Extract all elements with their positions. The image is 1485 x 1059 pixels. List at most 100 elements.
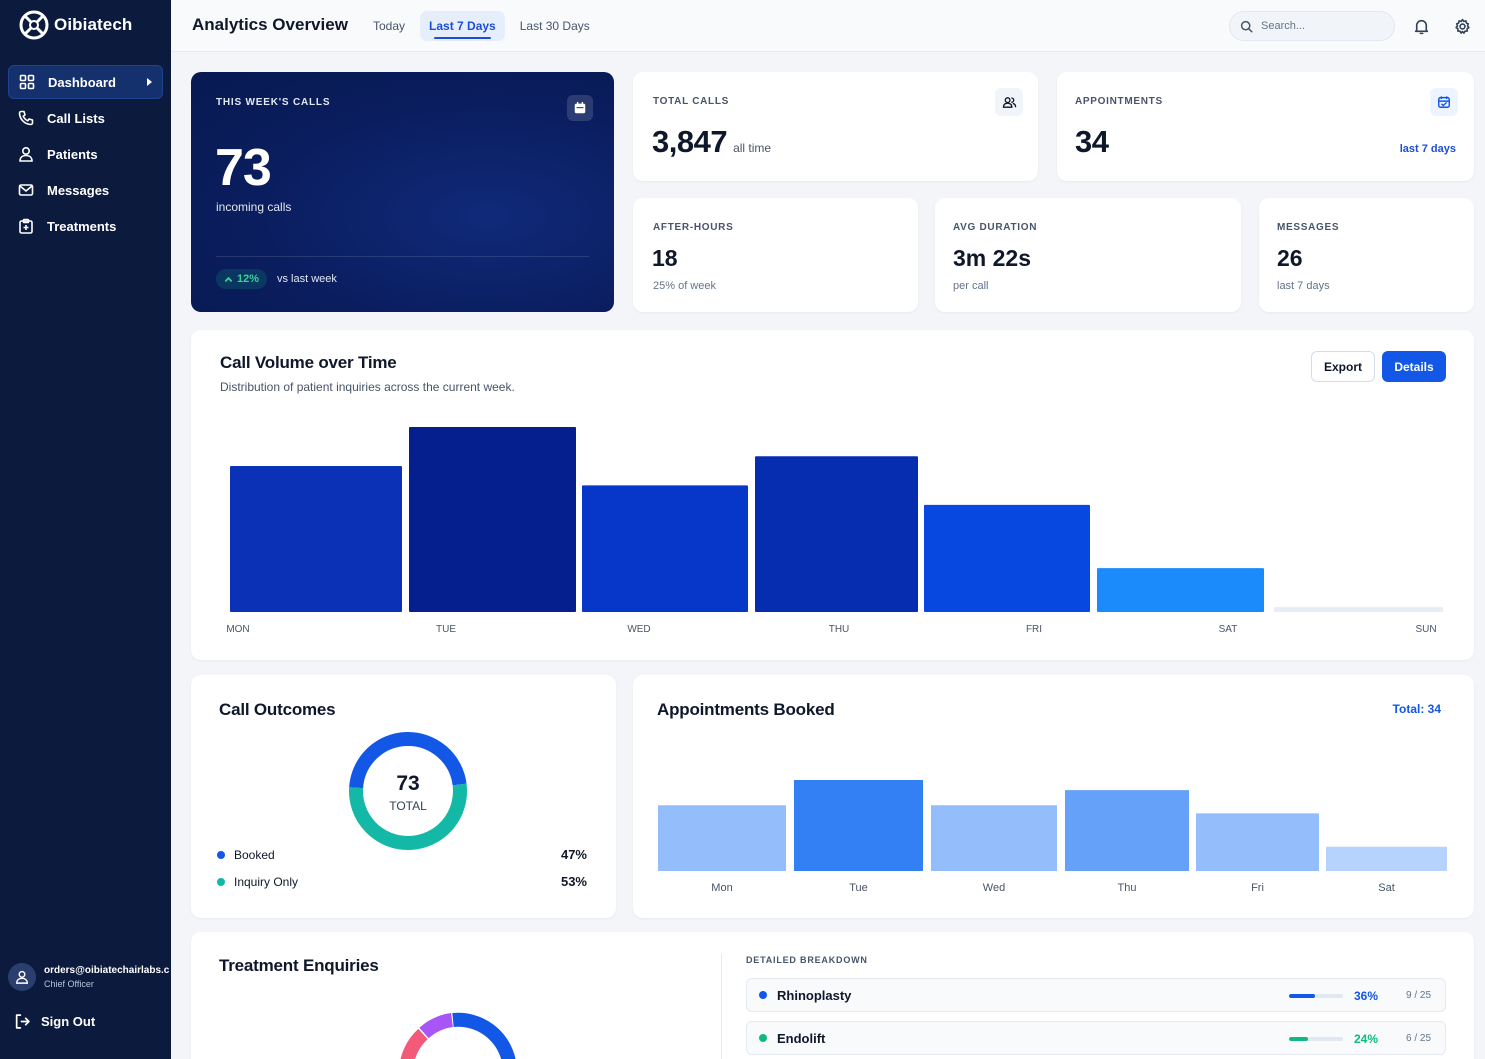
appointments-card: APPOINTMENTS 34 last 7 days — [1057, 72, 1474, 181]
legend-label: Inquiry Only — [234, 874, 299, 889]
change-badge: 12% — [216, 269, 268, 289]
bar-sat[interactable] — [1326, 846, 1447, 871]
grid-icon — [18, 73, 36, 91]
brand[interactable]: Oibiatech — [18, 9, 132, 41]
section-title: Appointments Booked — [657, 700, 835, 719]
progress-fill — [1289, 1037, 1309, 1041]
sidebar-item-label: Patients — [47, 146, 98, 162]
donut-slice-inquiry-only[interactable] — [349, 783, 467, 850]
tab-today[interactable]: Today — [373, 19, 406, 33]
calendar-button[interactable] — [567, 95, 593, 121]
sidebar-item-dashboard[interactable]: Dashboard — [8, 65, 163, 99]
donut-total-value: 73 — [396, 772, 420, 795]
sidebar-item-treatments[interactable]: Treatments — [8, 209, 163, 243]
avatar — [8, 963, 36, 991]
legend-pct: 47% — [560, 847, 587, 862]
legend-dot — [759, 991, 767, 999]
bar-tue[interactable] — [409, 427, 576, 612]
calendar-icon — [574, 101, 586, 114]
progress-bar — [1289, 994, 1343, 998]
search-box — [1229, 11, 1395, 41]
bell-icon — [1414, 19, 1428, 34]
bar-fri[interactable] — [924, 504, 1090, 612]
x-tick-label: FRI — [1026, 624, 1042, 635]
tab-last-7-days[interactable]: Last 7 Days — [420, 11, 505, 41]
x-tick-label: Wed — [983, 882, 1005, 894]
x-tick-label: Fri — [1251, 882, 1264, 894]
sign-out-button[interactable]: Sign Out — [14, 1013, 95, 1030]
page-title: Analytics Overview — [192, 15, 348, 34]
user-profile[interactable]: orders@oibiatechairlabs.co... Chief Offi… — [8, 963, 169, 991]
details-button[interactable]: Details — [1382, 351, 1446, 382]
date-range-tabs: Today Last 7 Days Last 30 Days — [364, 11, 599, 41]
appointments-range-link[interactable]: last 7 days — [1399, 143, 1456, 155]
chevron-right-icon — [147, 78, 152, 86]
bar-mon[interactable] — [658, 805, 786, 871]
stat-label: AFTER-HOURS — [653, 222, 734, 233]
bar-thu[interactable] — [755, 456, 918, 612]
avg-duration-card: AVG DURATION 3m 22s per call — [935, 198, 1241, 312]
sign-out-icon — [15, 1014, 30, 1029]
breakdown-label: DETAILED BREAKDOWN — [746, 955, 868, 965]
sidebar-item-messages[interactable]: Messages — [8, 173, 163, 207]
gear-icon — [1454, 18, 1470, 34]
change-compare: vs last week — [277, 273, 337, 285]
search-input[interactable] — [1261, 20, 1381, 32]
progress-fill — [1289, 994, 1315, 998]
total-calls-values: 3,847 all time — [652, 124, 771, 160]
bar-sun[interactable] — [1274, 607, 1443, 612]
sidebar-item-label: Dashboard — [48, 74, 116, 90]
weekly-calls-value: 73 — [215, 139, 272, 197]
call-outcomes-card: Call Outcomes 73 TOTAL Booked 47% Inquir… — [191, 675, 616, 918]
after-hours-card: AFTER-HOURS 18 25% of week — [633, 198, 918, 312]
bar-sat[interactable] — [1097, 568, 1264, 612]
breakdown-row-rhinoplasty[interactable]: Rhinoplasty 36% 9 / 25 — [746, 978, 1446, 1012]
appointments-booked-chart: Mon Tue Wed Thu Fri Sat — [658, 780, 1447, 894]
settings-button[interactable] — [1452, 16, 1472, 36]
stat-sub: all time — [733, 141, 772, 155]
bar-wed[interactable] — [931, 805, 1057, 871]
bar-mon[interactable] — [230, 465, 402, 612]
bar-thu[interactable] — [1065, 790, 1189, 871]
legend-label: Booked — [234, 847, 275, 862]
treatment-pct: 24% — [1354, 1032, 1379, 1046]
stat-value: 26 — [1277, 245, 1303, 271]
sidebar-item-patients[interactable]: Patients — [8, 137, 163, 171]
bar-fri[interactable] — [1196, 813, 1319, 871]
x-tick-label: Mon — [711, 882, 732, 894]
stat-value: 34 — [1075, 124, 1109, 159]
export-button[interactable]: Export — [1311, 351, 1375, 382]
section-title: Treatment Enquiries — [219, 956, 379, 975]
weekly-calls-sub: incoming calls — [216, 200, 292, 214]
divider — [216, 256, 589, 257]
legend-dot — [217, 850, 225, 859]
treatment-enquiries-card: Treatment Enquiries DETAILED BREAKDOWN R… — [191, 932, 1474, 1059]
sidebar-item-label: Treatments — [47, 218, 117, 234]
bar-tue[interactable] — [794, 780, 923, 871]
treatment-count: 9 / 25 — [1406, 990, 1432, 1001]
treatment-name: Rhinoplasty — [777, 987, 852, 1003]
breakdown-row-endolift[interactable]: Endolift 24% 6 / 25 — [746, 1021, 1446, 1055]
treatment-count: 6 / 25 — [1406, 1033, 1432, 1044]
legend-item-inquiry-only: Inquiry Only 53% — [217, 874, 587, 889]
x-tick-label: Tue — [849, 882, 868, 894]
stat-value: 18 — [652, 245, 678, 271]
user-icon — [17, 145, 35, 163]
tab-last-30-days[interactable]: Last 30 Days — [519, 19, 590, 33]
stat-label: MESSAGES — [1277, 222, 1340, 233]
legend-dot — [217, 877, 225, 886]
notifications-button[interactable] — [1411, 16, 1431, 36]
bar-wed[interactable] — [582, 485, 748, 612]
treatment-donut — [400, 1012, 516, 1059]
sidebar-item-call-lists[interactable]: Call Lists — [8, 101, 163, 135]
topbar: Analytics Overview Today Last 7 Days Las… — [171, 0, 1485, 52]
donut-slice-booked[interactable] — [349, 732, 467, 789]
x-tick-label: WED — [627, 624, 650, 635]
user-email: orders@oibiatechairlabs.co... — [44, 965, 169, 976]
stat-label: APPOINTMENTS — [1075, 96, 1163, 107]
donut-total-label: TOTAL — [389, 799, 427, 813]
progress-bar — [1289, 1037, 1343, 1041]
stat-label: AVG DURATION — [953, 222, 1038, 233]
clipboard-icon — [17, 217, 35, 235]
call-volume-chart: MON TUE WED THU FRI SAT SUN — [226, 427, 1443, 635]
